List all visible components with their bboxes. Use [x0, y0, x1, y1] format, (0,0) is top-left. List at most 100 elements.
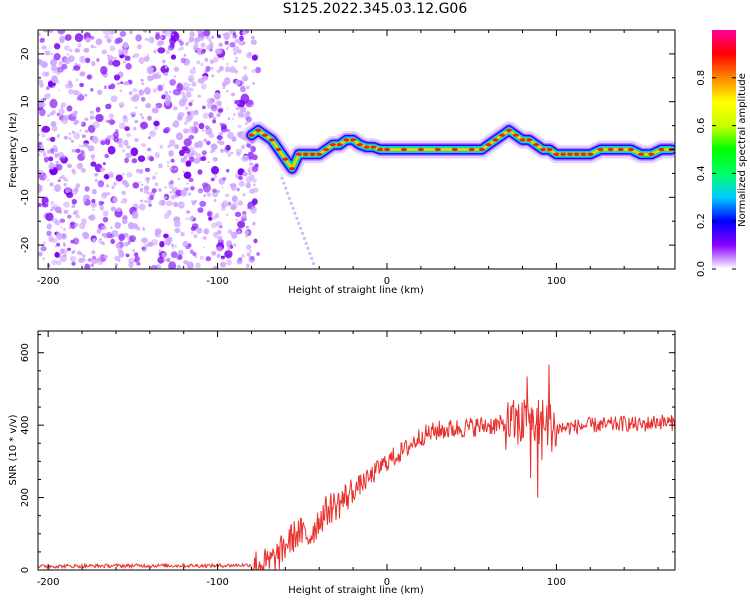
- noise-blob: [100, 140, 106, 146]
- noise-blob: [180, 57, 186, 64]
- noise-blob: [211, 215, 217, 220]
- noise-blob: [213, 199, 217, 202]
- noise-blob: [171, 33, 175, 36]
- spectrogram-x-axis-label: Height of straight line (km): [288, 285, 424, 296]
- noise-blob: [41, 45, 47, 50]
- noise-blob: [42, 257, 46, 261]
- noise-blob: [68, 88, 74, 95]
- noise-blob: [42, 97, 47, 101]
- noise-blob: [210, 66, 214, 70]
- noise-blob: [129, 30, 133, 35]
- noise-blob: [78, 258, 84, 263]
- noise-blob: [177, 115, 183, 121]
- noise-blob: [143, 185, 150, 191]
- colorbar-tick-label: 0.6: [696, 118, 707, 134]
- noise-blob: [115, 242, 121, 249]
- noise-blob: [45, 212, 54, 222]
- noise-blob: [102, 216, 109, 223]
- ridge-peak: [451, 147, 458, 152]
- noise-blob: [223, 32, 231, 40]
- noise-blob: [179, 46, 184, 51]
- noise-blob: [54, 220, 61, 226]
- noise-blob: [50, 121, 57, 128]
- noise-blob: [66, 105, 73, 112]
- noise-blob: [71, 68, 74, 71]
- ridge-peak: [248, 133, 255, 137]
- noise-blob: [196, 30, 203, 34]
- streak-dot: [282, 181, 286, 185]
- x-tick-label: 100: [547, 577, 566, 588]
- noise-blob: [241, 30, 247, 36]
- noise-blob: [222, 86, 226, 90]
- noise-blob: [203, 194, 207, 198]
- spectrogram-plot-area: [38, 30, 675, 269]
- noise-blob: [183, 260, 189, 265]
- noise-blob: [188, 135, 195, 140]
- noise-blob: [148, 203, 152, 207]
- noise-blob: [171, 124, 175, 127]
- noise-blob: [131, 114, 135, 118]
- noise-blob: [212, 231, 219, 238]
- streak-dot: [295, 216, 299, 220]
- noise-blob: [38, 152, 41, 157]
- noise-blob: [164, 94, 172, 102]
- noise-blob: [77, 136, 80, 139]
- x-tick-label: -200: [37, 577, 60, 588]
- noise-blob: [157, 84, 164, 92]
- noise-blob: [91, 136, 99, 144]
- noise-blob: [172, 120, 180, 128]
- ridge-peak: [356, 143, 363, 147]
- noise-blob: [179, 149, 185, 157]
- noise-blob: [66, 192, 74, 199]
- noise-blob: [51, 205, 56, 210]
- noise-blob: [79, 82, 84, 88]
- streak-dot: [312, 261, 316, 266]
- ridge-peak: [533, 143, 540, 147]
- noise-blob: [144, 38, 148, 41]
- ridge-peak: [492, 138, 499, 142]
- noise-blob: [223, 77, 231, 85]
- noise-blob: [170, 158, 175, 163]
- noise-blob: [53, 53, 61, 61]
- noise-blob: [39, 37, 45, 43]
- noise-blob: [54, 152, 57, 156]
- noise-blob: [193, 121, 199, 127]
- noise-blob: [170, 194, 176, 200]
- noise-blob: [174, 227, 181, 234]
- noise-blob: [80, 168, 86, 173]
- y-tick-label: -10: [20, 189, 31, 205]
- ridge-peak: [617, 147, 624, 152]
- noise-blob: [38, 251, 43, 257]
- noise-blob: [98, 237, 102, 241]
- noise-blob: [114, 263, 118, 267]
- noise-blob: [197, 207, 204, 213]
- noise-blob: [231, 136, 237, 142]
- noise-blob: [250, 206, 257, 214]
- noise-blob: [136, 168, 140, 173]
- noise-blob: [87, 258, 93, 262]
- noise-blob: [165, 200, 173, 207]
- noise-blob: [230, 151, 234, 155]
- noise-blob: [225, 259, 232, 266]
- noise-blob: [164, 90, 169, 96]
- noise-blob: [203, 30, 211, 37]
- noise-blob: [140, 199, 144, 203]
- noise-blob: [242, 155, 249, 161]
- noise-blob: [183, 148, 191, 154]
- noise-blob: [221, 206, 226, 211]
- noise-blob: [208, 112, 214, 118]
- noise-blob: [253, 187, 259, 193]
- noise-blob: [212, 119, 217, 124]
- ridge-peak: [485, 143, 492, 147]
- noise-blob: [249, 249, 252, 253]
- noise-blob: [231, 202, 238, 210]
- noise-blob: [154, 172, 158, 175]
- noise-blob: [121, 48, 129, 55]
- noise-blob: [90, 202, 97, 208]
- noise-blob: [109, 45, 116, 52]
- noise-blob: [251, 154, 258, 161]
- noise-blob: [82, 231, 89, 238]
- ridge-peak: [434, 147, 441, 152]
- ridge-peak: [329, 143, 336, 147]
